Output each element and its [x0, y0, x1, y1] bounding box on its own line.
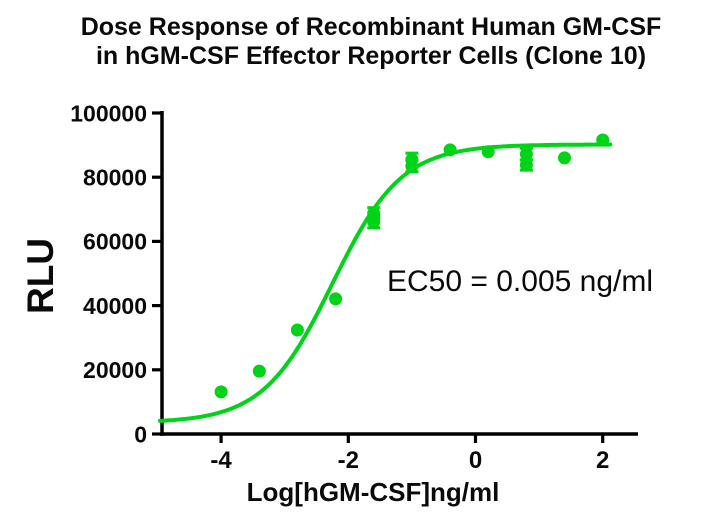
x-tick-label: -2 — [338, 447, 359, 474]
chart-title: Dose Response of Recombinant Human GM-CS… — [30, 13, 712, 71]
y-tick-label: 0 — [134, 421, 147, 447]
data-point — [214, 385, 228, 399]
data-point — [367, 206, 381, 220]
data-point — [596, 133, 610, 147]
data-point — [367, 215, 381, 229]
data-point — [443, 143, 457, 157]
y-tick-label: 100000 — [70, 100, 147, 126]
y-tick-label: 80000 — [83, 164, 147, 190]
ec50-annotation: EC50 = 0.005 ng/ml — [387, 265, 654, 298]
data-point — [290, 323, 304, 337]
data-point — [558, 151, 571, 165]
fit-curve — [158, 142, 613, 423]
data-point — [252, 364, 266, 378]
data-point — [329, 292, 343, 306]
y-tick-label: 60000 — [83, 229, 147, 255]
y-tick-label: 40000 — [83, 293, 147, 319]
data-point — [481, 145, 495, 159]
x-axis-title: Log[hGM-CSF]ng/ml — [246, 477, 500, 507]
data-point — [519, 147, 533, 161]
data-point — [405, 159, 419, 173]
data-point — [519, 158, 533, 172]
x-tick-label: 0 — [469, 447, 482, 474]
x-tick-label: -4 — [210, 447, 232, 474]
chart-title-line2: in hGM-CSF Effector Reporter Cells (Clon… — [95, 42, 647, 70]
y-tick-label: 20000 — [83, 357, 147, 383]
chart-title-line1: Dose Response of Recombinant Human GM-CS… — [80, 13, 662, 41]
x-tick-label: 2 — [596, 447, 609, 474]
y-axis-title: RLU — [20, 237, 61, 315]
